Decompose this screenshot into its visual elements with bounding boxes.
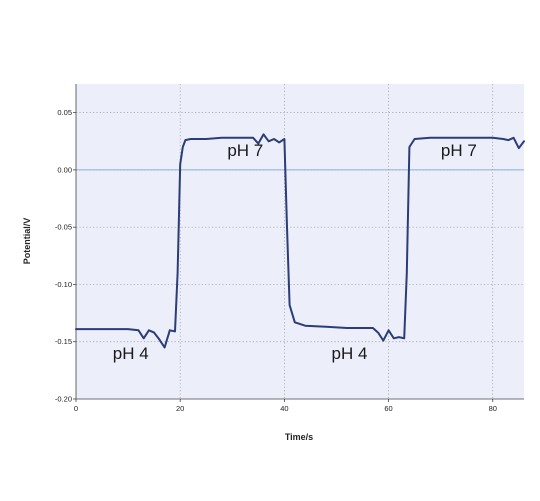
grid-lines <box>76 84 524 399</box>
y-axis-label: Potential/V <box>22 218 32 265</box>
series-line <box>75 133 525 349</box>
ph-annotation: pH 4 <box>332 344 368 363</box>
y-tick-label: -0.05 <box>55 223 72 232</box>
y-tick-label: -0.15 <box>55 337 72 346</box>
annotation-layer: pH 7 pH 4 pH 4 pH 7 <box>113 141 477 363</box>
x-tick-label: 20 <box>176 404 184 413</box>
y-tick-label: 0.05 <box>57 108 72 117</box>
y-tick-label: -0.10 <box>55 280 72 289</box>
x-tick-label: 60 <box>384 404 392 413</box>
y-tick-label: -0.20 <box>55 395 72 404</box>
y-tick-label: 0.00 <box>57 165 72 174</box>
axis-ticks: 0.05 0.00 -0.05 -0.10 -0.15 -0.200 20 40 60 80 <box>55 108 497 413</box>
ph-annotation: pH 7 <box>227 141 263 160</box>
x-tick-label: 40 <box>280 404 288 413</box>
ph-annotation: pH 7 <box>441 141 477 160</box>
x-tick-label: 0 <box>74 404 78 413</box>
x-axis-label: Time/s <box>285 432 313 442</box>
x-tick-label: 80 <box>489 404 497 413</box>
plot-background <box>76 84 524 399</box>
ph-annotation: pH 4 <box>113 344 149 363</box>
series-layer <box>75 133 525 349</box>
